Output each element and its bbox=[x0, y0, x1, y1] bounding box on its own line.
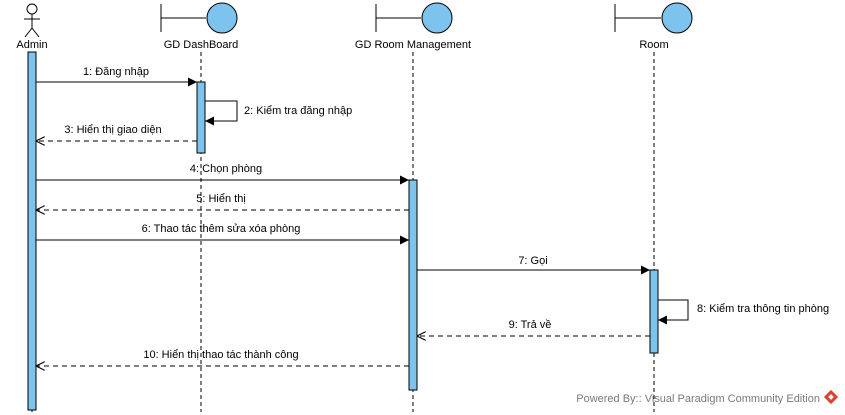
message-label: 1: Đăng nhập bbox=[83, 66, 149, 78]
activation-gd-dashboard bbox=[196, 81, 206, 154]
self-message-arrow bbox=[205, 100, 238, 126]
message-6[interactable]: 6: Thao tác thêm sửa xóa phòng bbox=[36, 223, 409, 245]
activation-room bbox=[649, 269, 659, 354]
participant-room[interactable]: Room bbox=[614, 2, 693, 51]
message-3[interactable]: 3: Hiển thị giao diện bbox=[36, 124, 197, 141]
message-label: 7: Gọi bbox=[518, 255, 547, 267]
message-10[interactable]: 10: Hiển thị thao tác thành công bbox=[36, 349, 409, 366]
activation-admin bbox=[27, 51, 37, 411]
message-1[interactable]: 1: Đăng nhập bbox=[36, 66, 197, 87]
message-label: 9: Trả về bbox=[509, 319, 552, 331]
footer-text: Powered By:: Visual Paradigm Community E… bbox=[576, 393, 820, 405]
participant-label-admin: Admin bbox=[16, 39, 47, 51]
participant-gd-dashboard[interactable]: GD DashBoard bbox=[160, 2, 239, 51]
boundary-icon bbox=[375, 2, 453, 34]
message-4[interactable]: 4: Chọn phòng bbox=[36, 163, 409, 185]
message-2[interactable]: 2: Kiểm tra đăng nhập bbox=[205, 100, 352, 126]
participant-label-gd-dashboard: GD DashBoard bbox=[164, 39, 239, 51]
boundary-icon bbox=[160, 2, 238, 34]
participant-admin[interactable]: Admin bbox=[16, 3, 48, 51]
self-message-arrow bbox=[658, 299, 689, 325]
message-label: 8: Kiểm tra thông tin phòng bbox=[697, 303, 829, 315]
boundary-icon bbox=[614, 2, 693, 34]
participant-label-gd-room-management: GD Room Management bbox=[355, 39, 471, 51]
message-label: 3: Hiển thị giao diện bbox=[64, 124, 161, 136]
actor-icon bbox=[24, 3, 40, 38]
message-label: 2: Kiểm tra đăng nhập bbox=[244, 105, 352, 117]
activation-gd-room-management bbox=[408, 179, 418, 391]
message-9[interactable]: 9: Trả về bbox=[417, 319, 650, 336]
participant-gd-room-management[interactable]: GD Room Management bbox=[355, 2, 471, 51]
message-label: 10: Hiển thị thao tác thành công bbox=[143, 349, 298, 361]
message-label: 6: Thao tác thêm sửa xóa phòng bbox=[142, 223, 301, 235]
visual-paradigm-logo-icon bbox=[823, 389, 839, 405]
message-7[interactable]: 7: Gọi bbox=[417, 255, 650, 275]
message-label: 4: Chọn phòng bbox=[190, 163, 262, 175]
footer-watermark: Powered By:: Visual Paradigm Community E… bbox=[576, 389, 839, 405]
message-5[interactable]: 5: Hiển thị bbox=[36, 193, 409, 210]
message-label: 5: Hiển thị bbox=[196, 193, 246, 205]
participant-label-room: Room bbox=[639, 39, 668, 51]
message-8[interactable]: 8: Kiểm tra thông tin phòng bbox=[658, 299, 829, 325]
